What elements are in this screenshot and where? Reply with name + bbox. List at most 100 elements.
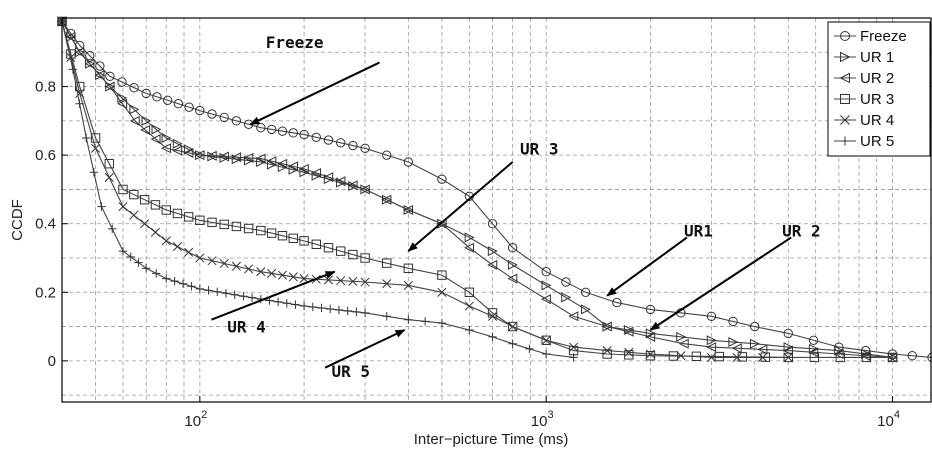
triangle-left-marker	[403, 204, 414, 216]
plus-marker	[273, 297, 283, 307]
square-marker	[861, 352, 872, 363]
annotation-ur-4: UR 4	[211, 270, 336, 337]
series-line	[61, 21, 932, 358]
circle-marker	[507, 243, 518, 253]
square-marker	[150, 200, 161, 210]
square-marker	[487, 308, 498, 318]
circle-marker	[117, 77, 127, 87]
circle-marker	[231, 116, 242, 126]
plot-area	[62, 18, 932, 402]
triangle-left-marker	[731, 343, 742, 354]
triangle-right-marker	[161, 132, 172, 144]
triangle-right-marker	[783, 342, 794, 353]
plus-marker	[239, 292, 248, 301]
legend-label: UR 3	[860, 91, 894, 108]
square-marker	[195, 215, 205, 225]
square-marker	[161, 205, 171, 215]
plus-marker	[326, 304, 335, 314]
x-marker	[360, 277, 370, 287]
triangle-right-marker	[256, 156, 267, 168]
triangle-left-marker	[206, 150, 217, 161]
triangle-right-marker	[129, 104, 140, 115]
series-ur-5	[57, 17, 578, 362]
x-marker	[783, 352, 793, 362]
triangle-left-marker	[706, 342, 717, 353]
annotation-label: Freeze	[266, 33, 324, 52]
square-marker	[360, 253, 370, 263]
circle-marker	[299, 129, 309, 140]
circle-marker	[277, 126, 288, 136]
square-marker	[323, 243, 334, 253]
plus-marker	[508, 339, 517, 348]
plus-marker	[213, 287, 222, 296]
triangle-left-marker	[623, 326, 634, 337]
x-marker	[348, 276, 358, 286]
triangle-right-marker	[487, 246, 498, 257]
legend-label: UR 2	[860, 70, 894, 87]
square-marker	[207, 217, 217, 228]
circle-marker	[382, 150, 392, 160]
square-marker	[835, 352, 846, 363]
triangle-left-marker	[507, 273, 518, 284]
plus-marker	[221, 289, 231, 298]
x-tick-label: 103	[531, 409, 554, 430]
plus-marker	[75, 99, 84, 108]
annotation-label: UR 4	[227, 318, 266, 337]
triangle-right-marker	[141, 115, 152, 126]
triangle-left-marker	[833, 348, 844, 360]
x-marker	[403, 280, 413, 290]
plot-frame	[61, 17, 932, 403]
x-marker	[706, 352, 716, 362]
circle-marker	[840, 31, 850, 41]
plus-marker	[118, 246, 128, 256]
plus-marker	[488, 332, 497, 342]
annotation-freeze: Freeze	[249, 33, 380, 126]
plus-marker	[420, 317, 430, 326]
circle-marker	[335, 138, 346, 148]
plus-marker	[162, 274, 171, 283]
annotation-label: UR1	[684, 222, 713, 241]
plus-marker	[465, 325, 474, 335]
triangle-right-marker	[834, 345, 845, 356]
circle-marker	[580, 287, 591, 297]
annotation-ur-5: UR 5	[324, 329, 406, 381]
plus-marker	[437, 318, 447, 328]
x-marker	[207, 256, 217, 266]
plus-marker	[282, 299, 291, 308]
circle-marker	[129, 83, 139, 93]
circle-marker	[184, 102, 194, 112]
circle-marker	[311, 132, 321, 143]
circle-marker	[173, 99, 184, 109]
triangle-right-marker	[808, 343, 819, 354]
x-marker	[676, 351, 686, 361]
triangle-left-marker	[218, 151, 229, 162]
plus-marker	[299, 301, 309, 311]
triangle-right-marker	[580, 304, 591, 315]
x-marker	[464, 301, 474, 311]
plus-marker	[204, 286, 213, 295]
plus-marker	[308, 302, 318, 312]
square-marker	[129, 189, 139, 200]
square-marker	[139, 195, 150, 205]
grid-lines	[61, 18, 932, 402]
triangle-right-marker	[266, 159, 277, 170]
x-marker	[172, 242, 183, 252]
square-marker	[541, 335, 551, 345]
square-marker	[288, 233, 298, 243]
triangle-left-marker	[231, 152, 242, 163]
annotation-ur1: UR1	[606, 222, 713, 297]
legend-label: UR 1	[860, 49, 894, 66]
y-axis-label: CCDF	[9, 199, 26, 241]
x-marker	[624, 347, 634, 357]
plus-marker	[141, 264, 151, 273]
circle-marker	[783, 328, 793, 339]
x-marker	[758, 352, 768, 362]
square-marker	[602, 349, 612, 359]
square-marker	[90, 133, 101, 143]
square-marker	[887, 352, 898, 363]
x-marker	[104, 172, 114, 182]
triangle-right-marker	[507, 259, 518, 270]
x-marker	[244, 264, 254, 274]
x-marker	[91, 143, 101, 153]
circle-marker	[256, 123, 266, 133]
